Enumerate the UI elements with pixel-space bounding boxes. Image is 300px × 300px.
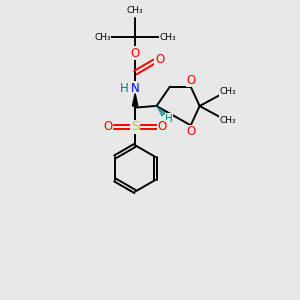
Text: O: O — [155, 52, 164, 66]
Text: CH₃: CH₃ — [127, 6, 143, 15]
Text: O: O — [158, 120, 167, 133]
Text: H: H — [165, 114, 173, 124]
Text: O: O — [130, 47, 140, 60]
Text: O: O — [103, 120, 112, 133]
Text: N: N — [131, 82, 140, 95]
Text: CH₃: CH₃ — [160, 33, 176, 42]
Text: H: H — [120, 82, 129, 95]
Text: CH₃: CH₃ — [220, 87, 236, 96]
Text: S: S — [131, 120, 139, 133]
Text: CH₃: CH₃ — [220, 116, 236, 125]
Text: O: O — [187, 74, 196, 87]
Polygon shape — [133, 94, 138, 106]
Text: O: O — [187, 125, 196, 138]
Text: CH₃: CH₃ — [94, 33, 111, 42]
